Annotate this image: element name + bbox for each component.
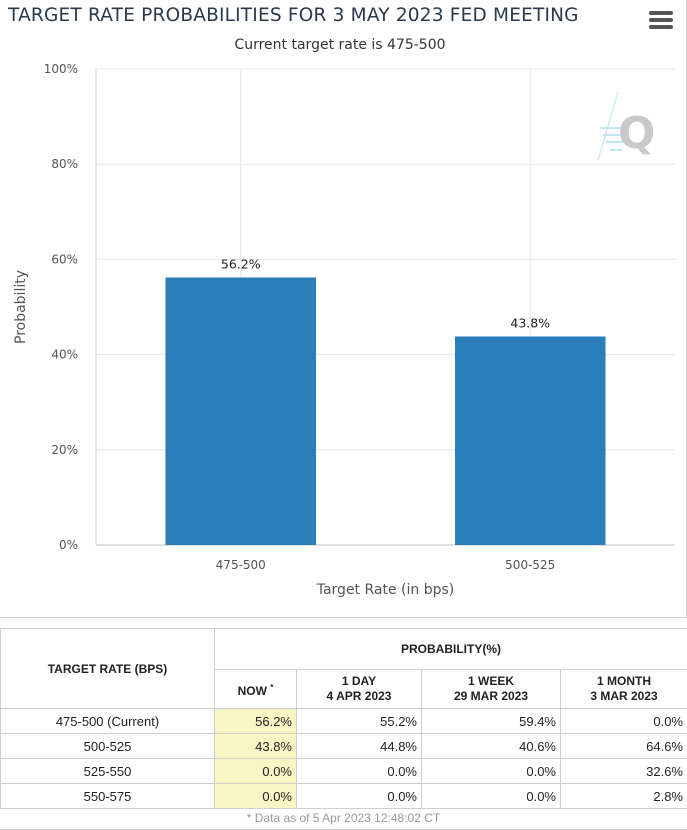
value-cell: 64.6%	[560, 733, 687, 759]
table-row: 550-575 0.0% 0.0% 0.0% 2.8%	[0, 783, 687, 809]
col-1month-header: 1 MONTH 3 MAR 2023	[560, 669, 687, 709]
value-cell: 0.0%	[296, 783, 422, 809]
y-tick-label: 0%	[59, 538, 78, 552]
now-cell: 56.2%	[214, 708, 297, 734]
value-cell: 44.8%	[296, 733, 422, 759]
hamburger-menu-icon[interactable]	[649, 11, 673, 33]
value-cell: 0.0%	[296, 758, 422, 784]
q-logo-icon: Q	[597, 91, 655, 161]
x-tick-label: 500-525	[505, 558, 555, 572]
value-cell: 55.2%	[296, 708, 422, 734]
y-tick-label: 40%	[51, 348, 78, 362]
value-cell: 32.6%	[560, 758, 687, 784]
rate-cell: 525-550	[0, 758, 215, 784]
data-label: 43.8%	[510, 316, 550, 331]
now-cell: 0.0%	[214, 783, 297, 809]
bar	[165, 277, 317, 545]
y-axis-title: Probability	[13, 270, 29, 344]
probability-table: TARGET RATE (BPS) PROBABILITY(%) NOW * 1…	[0, 628, 687, 809]
y-tick-label: 100%	[44, 62, 78, 76]
bars	[165, 277, 606, 545]
col-1week-header: 1 WEEK 29 MAR 2023	[421, 669, 561, 709]
value-cell: 0.0%	[421, 783, 561, 809]
y-tick-label: 60%	[51, 252, 78, 266]
value-cell: 0.0%	[421, 758, 561, 784]
rate-cell: 550-575	[0, 783, 215, 809]
y-tick-label: 80%	[51, 157, 78, 171]
probability-header: PROBABILITY(%)	[214, 628, 687, 670]
x-tick-label: 475-500	[216, 558, 266, 572]
table-row: 475-500 (Current) 56.2% 55.2% 59.4% 0.0%	[0, 708, 687, 734]
chart-panel: TARGET RATE PROBABILITIES FOR 3 MAY 2023…	[0, 0, 687, 618]
rate-header: TARGET RATE (BPS)	[0, 628, 215, 709]
now-cell: 43.8%	[214, 733, 297, 759]
bar-chart: Q 0% 20% 40% 60% 80% 100% 56.2% 475-500 43.8% 500…	[13, 62, 675, 598]
bar	[454, 336, 606, 545]
now-cell: 0.0%	[214, 758, 297, 784]
value-cell: 2.8%	[560, 783, 687, 809]
labels: 0% 20% 40% 60% 80% 100% 56.2% 475-500 43.8% 500-5…	[13, 62, 555, 598]
col-1day-header: 1 DAY 4 APR 2023	[296, 669, 422, 709]
rate-cell: 475-500 (Current)	[0, 708, 215, 734]
svg-text:Q: Q	[618, 108, 655, 159]
y-tick-label: 20%	[51, 443, 78, 457]
rate-cell: 500-525	[0, 733, 215, 759]
chart-subtitle: Current target rate is 475-500	[234, 37, 446, 53]
value-cell: 59.4%	[421, 708, 561, 734]
data-label: 56.2%	[221, 256, 261, 271]
chart-title: TARGET RATE PROBABILITIES FOR 3 MAY 2023…	[8, 5, 579, 26]
value-cell: 40.6%	[421, 733, 561, 759]
value-cell: 0.0%	[560, 708, 687, 734]
x-axis-title: Target Rate (in bps)	[316, 582, 455, 598]
table-row: 500-525 43.8% 44.8% 40.6% 64.6%	[0, 733, 687, 759]
table-row: 525-550 0.0% 0.0% 0.0% 32.6%	[0, 758, 687, 784]
data-timestamp-footnote: * Data as of 5 Apr 2023 12:48:02 CT	[246, 811, 441, 825]
col-now-header: NOW *	[214, 669, 297, 709]
